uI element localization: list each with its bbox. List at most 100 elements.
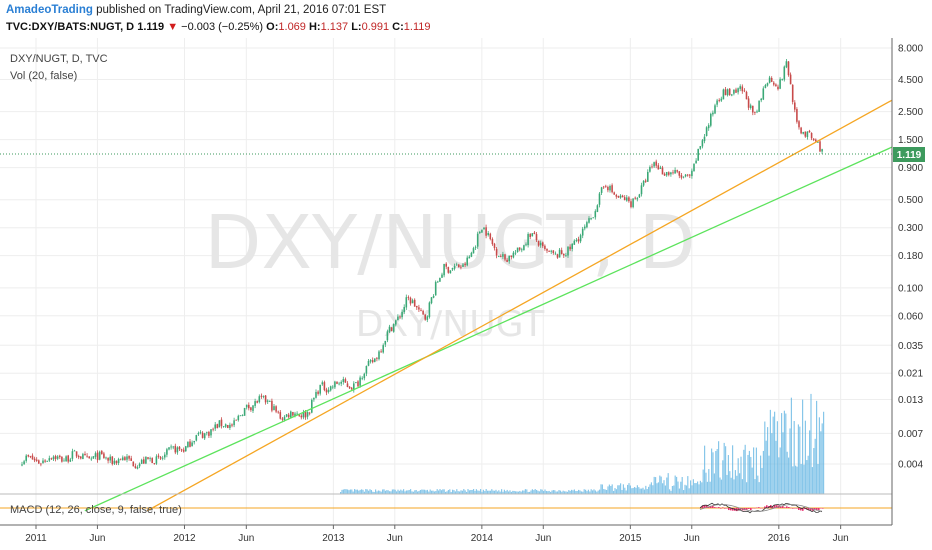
candle-body: [88, 456, 90, 459]
candle-body: [773, 82, 775, 85]
candle-body: [663, 173, 666, 176]
candle-body: [371, 360, 374, 363]
candle-body: [136, 467, 139, 469]
volume-bar: [442, 489, 444, 494]
volume-bar: [624, 487, 626, 494]
volume-bar: [634, 487, 636, 494]
candle-body: [710, 113, 712, 126]
volume-bar: [599, 489, 601, 494]
candle-body: [214, 424, 216, 429]
time-tick-label: Jun: [238, 533, 254, 544]
volume-bar: [564, 491, 566, 494]
candle-body: [741, 86, 744, 92]
chart-canvas[interactable]: DXY/NUGT, D DXY/NUGT 0.0000 8.0004.5002.…: [0, 38, 932, 550]
candle-body: [332, 386, 334, 388]
candle-body: [233, 420, 235, 426]
candle-body: [342, 379, 345, 383]
candle-body: [634, 197, 636, 199]
symbol-label: TVC:DXY/BATS:NUGT, D: [6, 21, 135, 33]
volume-bar: [699, 480, 701, 494]
candle-body: [672, 172, 674, 174]
volume-bar: [603, 488, 605, 494]
macd-histogram-bar: [720, 508, 722, 509]
candle-body: [185, 446, 187, 452]
author-link[interactable]: AmadeoTrading: [6, 4, 93, 16]
volume-bar: [541, 489, 543, 494]
candle-body: [636, 198, 639, 200]
volume-bar: [620, 483, 622, 494]
macd-histogram-bar: [810, 508, 812, 511]
candle-body: [460, 266, 462, 268]
volume-bar: [593, 489, 595, 494]
volume-bar: [481, 491, 483, 494]
volume-bar: [796, 466, 798, 494]
volume-bar: [615, 489, 617, 494]
candle-body: [285, 414, 288, 417]
candle-body: [319, 384, 321, 394]
candle-body: [151, 458, 153, 464]
candle-body: [353, 383, 355, 391]
volume-bar: [487, 490, 489, 494]
candle-body: [117, 459, 120, 464]
candle-body: [279, 412, 282, 419]
time-axis[interactable]: 2011 Jun 2012 Jun 2013 Jun 2014 Jun 2015 Jun 2016 J…: [25, 525, 849, 544]
candle-body: [821, 149, 823, 152]
volume-bar: [344, 489, 346, 494]
volume-bar: [744, 444, 746, 494]
volume-bar: [746, 482, 748, 494]
candle-body: [632, 198, 634, 208]
candle-body: [728, 88, 731, 95]
candle-body: [617, 195, 620, 198]
price-tick-label: 0.180: [898, 251, 923, 262]
main-pane-label: DXY/NUGT, D, TVC: [10, 53, 108, 65]
volume-bar: [786, 451, 788, 494]
volume-bar: [530, 490, 532, 494]
volume-bar: [503, 489, 505, 494]
low-value: 0.991: [361, 21, 390, 33]
volume-bar: [606, 489, 608, 494]
volume-bar: [565, 491, 567, 494]
candle-body: [785, 61, 788, 68]
candle-body: [140, 459, 143, 464]
candle-body: [626, 197, 628, 201]
candle-body: [523, 245, 525, 251]
volume-bar: [410, 489, 412, 494]
volume-bar: [520, 491, 522, 494]
volume-bar: [428, 491, 430, 494]
candle-body: [264, 395, 267, 403]
macd-histogram-bar: [738, 508, 740, 511]
volume-bar: [523, 490, 525, 494]
volume-bar: [729, 471, 731, 494]
volume-bar: [688, 488, 690, 494]
candle-body: [749, 105, 752, 109]
volume-bar: [772, 416, 774, 494]
trendlines[interactable]: [84, 80, 928, 512]
candle-body: [802, 132, 804, 134]
volume-bar: [372, 491, 374, 494]
candle-body: [726, 89, 729, 96]
candle-body: [470, 252, 473, 257]
volume-bar: [390, 491, 392, 494]
candle-body: [231, 424, 233, 426]
candle-body: [502, 254, 504, 257]
candle-body: [668, 172, 670, 175]
volume-bar: [655, 477, 657, 494]
candle-body: [197, 433, 200, 435]
volume-bar: [741, 479, 743, 494]
volume-bar: [782, 432, 784, 494]
volume-bar: [547, 491, 549, 494]
volume-bar: [352, 491, 354, 494]
price-change: −0.003 (−0.25%): [181, 21, 264, 33]
volume-bar: [558, 490, 560, 494]
candle-body: [516, 247, 519, 253]
volume-bar: [785, 413, 787, 494]
candle-body: [674, 169, 676, 174]
candle-body: [52, 456, 55, 460]
price-candles: [21, 58, 823, 470]
volume-bar: [817, 463, 819, 494]
candle-body: [212, 428, 214, 430]
volume-bar: [586, 491, 588, 494]
candle-body: [476, 233, 479, 247]
price-axis[interactable]: 8.000 4.500 2.500 1.500 0.900 0.500 0.300 0.180…: [898, 44, 923, 471]
volume-bar: [757, 475, 759, 494]
